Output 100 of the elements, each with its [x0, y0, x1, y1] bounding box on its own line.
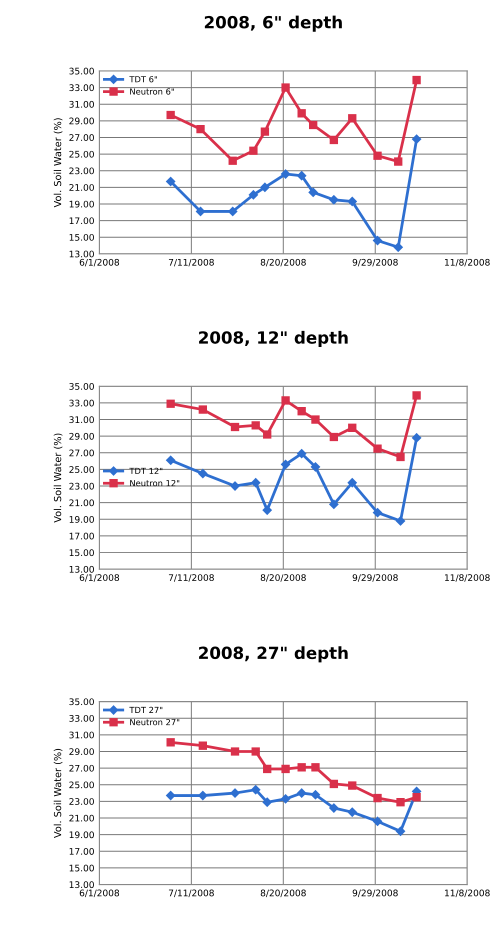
point — [251, 785, 260, 794]
x-tick-label: 8/20/2008 — [260, 574, 306, 582]
point — [412, 134, 422, 144]
y-tick-label: 29.00 — [69, 432, 94, 440]
point — [249, 146, 258, 155]
chart-title: 2008, 12" depth — [199, 330, 348, 348]
point — [251, 478, 260, 488]
point — [298, 763, 306, 772]
point — [196, 124, 205, 134]
x-tick-label: 6/1/2008 — [80, 890, 120, 898]
point — [372, 508, 382, 518]
point — [311, 415, 320, 424]
point — [228, 206, 238, 216]
point — [329, 500, 338, 509]
point — [263, 764, 272, 774]
point — [196, 206, 206, 216]
x-tick-label: 7/11/2008 — [168, 574, 214, 582]
point — [252, 747, 260, 756]
legend-label: TDT 12" — [129, 468, 162, 474]
point — [166, 790, 176, 800]
y-tick-label: 13.00 — [70, 250, 94, 258]
y-tick-label: 13.00 — [70, 566, 94, 573]
y-axis-title: Vol. Soil Water (%) — [54, 434, 62, 523]
y-tick-label: 23.00 — [69, 167, 94, 174]
y-tick-label: 27.00 — [69, 450, 94, 456]
point — [348, 808, 357, 817]
y-tick-label: 35.00 — [69, 383, 94, 390]
x-tick-label: 11/8/2008 — [445, 574, 490, 582]
y-tick-label: 19.00 — [70, 831, 94, 838]
point — [412, 793, 421, 802]
point — [329, 195, 338, 204]
point — [280, 794, 290, 804]
legend-label: Neutron 27" — [130, 718, 180, 726]
point — [311, 763, 320, 772]
point — [412, 76, 421, 84]
x-tick-label: 9/29/2008 — [352, 258, 398, 266]
point — [330, 136, 338, 144]
x-tick-label: 9/29/2008 — [352, 574, 398, 582]
point — [198, 742, 208, 750]
point — [166, 738, 175, 747]
point — [252, 421, 260, 430]
y-tick-label: 33.00 — [69, 84, 94, 92]
point — [396, 452, 405, 462]
point — [230, 747, 240, 756]
point — [281, 764, 290, 774]
y-tick-label: 23.00 — [69, 482, 94, 490]
y-tick-label: 21.00 — [69, 814, 94, 822]
point — [297, 171, 306, 180]
point — [262, 798, 272, 807]
y-tick-label: 29.00 — [69, 118, 94, 124]
y-tick-label: 25.00 — [69, 466, 94, 473]
y-tick-label: 15.00 — [70, 549, 94, 556]
point — [373, 794, 382, 802]
point — [297, 788, 306, 798]
x-tick-label: 8/20/2008 — [260, 258, 306, 266]
point — [348, 424, 356, 432]
point — [166, 110, 175, 120]
y-tick-label: 13.00 — [70, 881, 94, 888]
point — [198, 790, 208, 800]
x-tick-label: 6/1/2008 — [80, 258, 120, 266]
point — [310, 790, 320, 800]
legend-label: TDT 6" — [129, 76, 157, 82]
point — [396, 826, 406, 836]
y-tick-label: 31.00 — [69, 732, 94, 738]
point — [330, 780, 338, 788]
point — [348, 114, 356, 123]
point — [281, 83, 290, 92]
y-tick-label: 25.00 — [69, 150, 94, 158]
y-tick-label: 27.00 — [69, 134, 94, 142]
point — [230, 788, 240, 798]
point — [298, 109, 306, 118]
point — [166, 456, 176, 465]
point — [260, 127, 270, 136]
y-tick-label: 21.00 — [69, 499, 94, 506]
point — [310, 462, 320, 472]
y-tick-label: 19.00 — [70, 516, 94, 523]
y-tick-label: 17.00 — [70, 532, 94, 540]
x-tick-label: 7/11/2008 — [168, 258, 214, 266]
point — [373, 152, 382, 160]
point — [230, 481, 240, 491]
y-tick-label: 15.00 — [70, 234, 94, 241]
point — [166, 400, 175, 408]
point — [298, 407, 306, 416]
point — [396, 516, 406, 526]
y-tick-label: 17.00 — [70, 217, 94, 224]
chart-title: 2008, 6" depth — [204, 16, 342, 32]
point — [372, 236, 382, 246]
y-axis-title: Vol. Soil Water (%) — [54, 748, 62, 838]
point — [248, 190, 258, 200]
y-tick-label: 19.00 — [70, 200, 94, 208]
point — [262, 506, 272, 515]
y-tick-label: 17.00 — [70, 848, 94, 855]
x-tick-label: 7/11/2008 — [168, 890, 214, 898]
y-tick-label: 33.00 — [69, 714, 94, 722]
y-tick-label: 31.00 — [69, 100, 94, 108]
point — [280, 460, 290, 470]
point — [394, 157, 402, 166]
y-tick-label: 23.00 — [69, 798, 94, 805]
x-tick-label: 6/1/2008 — [80, 574, 120, 582]
point — [280, 169, 290, 179]
